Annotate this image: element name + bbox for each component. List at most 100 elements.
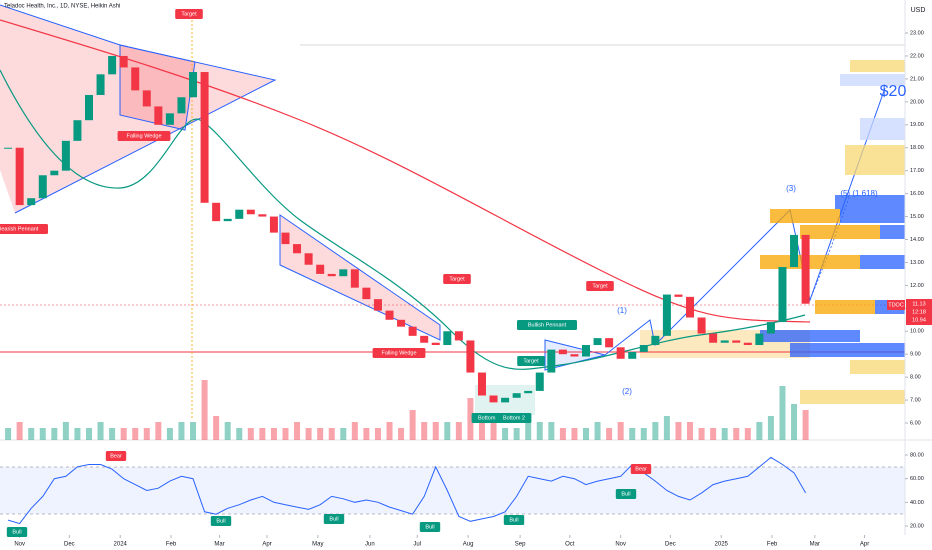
moving-average-long: [0, 19, 811, 323]
candle: [362, 287, 371, 300]
candle: [489, 395, 498, 403]
rsi-annotation-box: [105, 451, 127, 461]
volume-bar: [16, 422, 23, 440]
x-tick-label: Oct: [565, 542, 575, 548]
rsi-annotation-box: [503, 515, 525, 525]
volume-bar: [39, 428, 46, 440]
profile-bar: [760, 255, 860, 269]
profile-bar: [800, 390, 905, 404]
x-tick-label: Sep: [515, 542, 526, 548]
candle: [165, 113, 174, 125]
last-price: 11.13: [912, 301, 925, 307]
rsi-annotation: Bull: [216, 518, 225, 524]
volume-bar: [513, 428, 520, 440]
annotation-box: [496, 413, 532, 423]
volume-bar: [571, 428, 578, 440]
annotation-box: [586, 281, 614, 291]
annotation-box: [443, 274, 471, 284]
profile-bar: [845, 145, 905, 175]
rsi-annotation: Bear: [635, 466, 647, 472]
annotation: $20: [880, 83, 907, 100]
volume-bar: [698, 428, 705, 440]
profile-bar: [800, 225, 880, 239]
volume-bar: [5, 428, 12, 440]
candle: [697, 317, 706, 334]
volume-bar: [28, 428, 35, 440]
y-tick-label: 7.00: [910, 398, 921, 404]
candle: [177, 97, 186, 114]
volume-bar: [744, 428, 751, 440]
currency: USD: [911, 7, 926, 14]
profile-bar: [850, 60, 905, 72]
y-tick-label: 8.00: [910, 375, 921, 381]
volume-bar: [109, 428, 116, 440]
profile-bar: [840, 74, 905, 86]
volume-bar: [259, 428, 266, 440]
other-price: 10.94: [912, 317, 926, 323]
candle: [431, 342, 440, 346]
volume-bar: [363, 428, 370, 440]
y-tick-label: 13.00: [910, 260, 924, 266]
x-tick-label: Feb: [767, 542, 778, 548]
volume-bar: [178, 422, 185, 440]
volume-bar: [640, 428, 647, 440]
symbol-box: [887, 300, 905, 310]
moving-average-short: [0, 69, 806, 370]
candle: [281, 232, 290, 245]
candle: [535, 372, 544, 391]
candle: [420, 335, 429, 343]
x-tick-label: Mar: [810, 542, 820, 548]
candle: [605, 338, 614, 348]
profile-bar: [850, 360, 905, 374]
volume-bar: [224, 422, 231, 440]
candle: [327, 273, 336, 277]
candle: [443, 331, 452, 346]
y-tick-label: 23.00: [910, 30, 924, 36]
candle: [350, 269, 359, 288]
rsi-annotation-box: [615, 489, 637, 499]
candle: [189, 72, 198, 98]
rsi-annotation-box: [210, 516, 232, 526]
annotation: (2): [622, 387, 632, 396]
candle: [154, 106, 163, 125]
volume-bar: [74, 428, 81, 440]
candle: [408, 326, 417, 336]
volume-bar: [340, 428, 347, 440]
candle: [778, 267, 787, 323]
candle: [581, 345, 590, 357]
annotation: (1): [617, 306, 627, 315]
rsi-annotation: Bull: [509, 517, 518, 523]
candle: [454, 331, 463, 341]
candle: [339, 269, 348, 277]
annotation-box: [372, 348, 426, 358]
annotation-box: [0, 224, 48, 234]
volume-bar: [282, 428, 289, 440]
rsi-annotation-box: [6, 527, 28, 537]
candle: [258, 214, 267, 217]
candle: [50, 170, 59, 176]
rsi-tick-label: 40.00: [910, 500, 924, 506]
volume-bar: [51, 428, 58, 440]
candle: [628, 351, 637, 359]
volume-bar: [663, 416, 670, 440]
volume-bar: [490, 422, 497, 440]
candle: [709, 333, 718, 343]
annotation: Target: [523, 358, 539, 364]
profile-bar: [840, 209, 905, 223]
candle: [558, 349, 567, 355]
volume-bar: [502, 428, 509, 440]
volume-bar: [432, 422, 439, 440]
y-tick-label: 9.00: [910, 352, 921, 358]
volume-bar: [559, 428, 566, 440]
volume-bar: [236, 428, 243, 440]
volume-bar: [675, 422, 682, 440]
candle: [720, 340, 729, 343]
rsi-band: [0, 467, 905, 514]
volume-bar: [386, 422, 393, 440]
candle: [304, 253, 313, 265]
annotation-box: [517, 320, 577, 330]
x-tick-label: Apr: [860, 542, 869, 548]
candle: [477, 372, 486, 396]
rsi-line: [7, 456, 807, 525]
